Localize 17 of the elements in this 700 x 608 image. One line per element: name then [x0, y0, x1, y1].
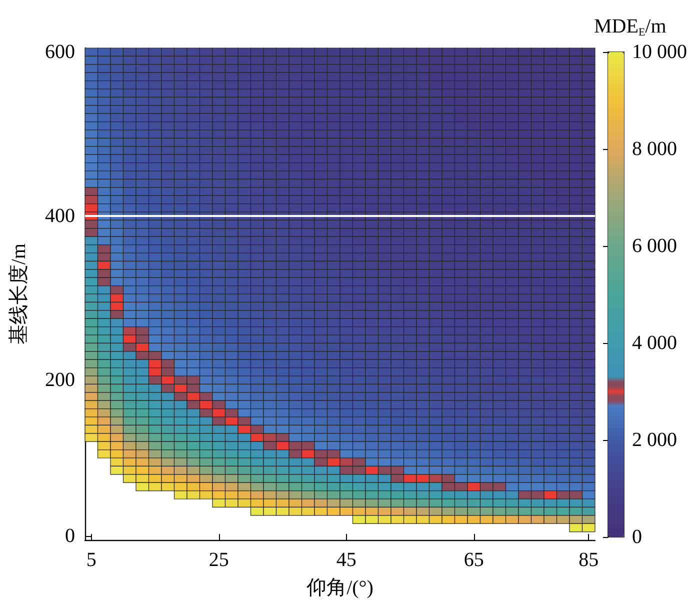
- y-tick-label: 600: [45, 41, 75, 64]
- x-tick-label: 85: [578, 549, 599, 571]
- y-tick-label: 0: [65, 524, 75, 547]
- y-tick-label: 400: [45, 205, 75, 228]
- color-bar-label: 0: [632, 526, 642, 548]
- color-bar-label: 10 000: [632, 41, 687, 63]
- color-bar-label: 4 000: [632, 332, 677, 354]
- color-bar-label: 8 000: [632, 138, 677, 160]
- color-bar-label: 6 000: [632, 235, 677, 257]
- y-axis-title: 基线长度/m: [8, 243, 30, 345]
- x-tick-label: 25: [208, 549, 229, 571]
- color-bar-label: 2 000: [632, 429, 677, 451]
- x-tick-label: 45: [336, 549, 356, 571]
- y-tick-label: 200: [45, 369, 75, 392]
- x-tick-label: 65: [464, 549, 484, 571]
- x-tick-label: 5: [86, 549, 96, 571]
- x-axis-title: 仰角/(°): [306, 577, 374, 599]
